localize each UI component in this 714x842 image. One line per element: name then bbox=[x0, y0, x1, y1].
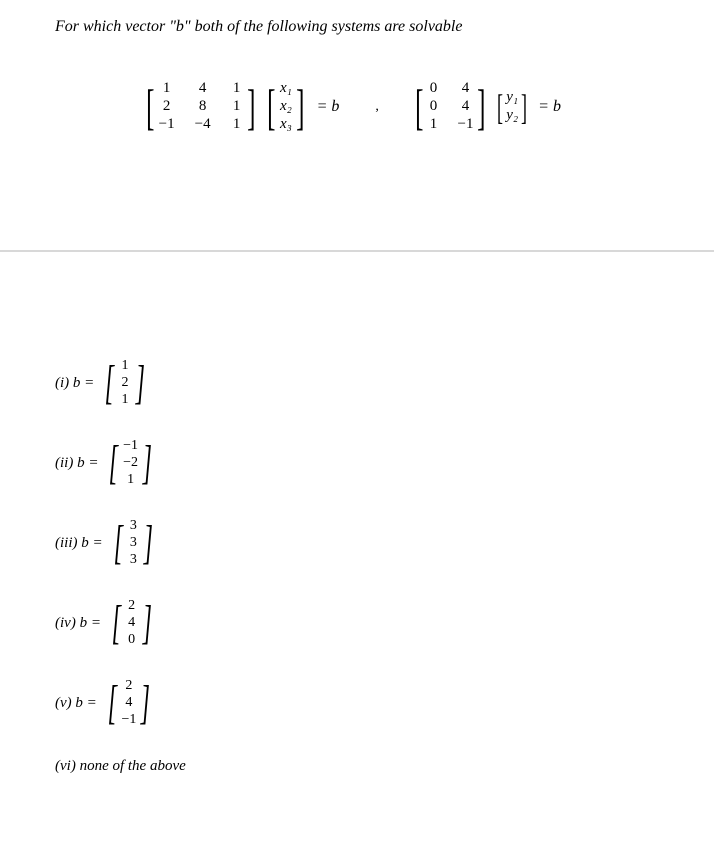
cell: −4 bbox=[195, 116, 211, 133]
vector-y: [ y₁ y₂ ] bbox=[494, 89, 530, 125]
equals-b1: = b bbox=[317, 98, 340, 116]
option-i: (i) b = [ 1 2 1 ] bbox=[55, 358, 186, 408]
option-label: (iii) b = bbox=[55, 535, 103, 552]
option-label: (v) b = bbox=[55, 695, 97, 712]
cell: y₁ bbox=[506, 89, 518, 106]
option-vector: [ −1 −2 1 ] bbox=[104, 438, 156, 488]
cell: 3 bbox=[127, 552, 139, 568]
cell: 1 bbox=[428, 116, 440, 133]
option-vector: [ 1 2 1 ] bbox=[100, 358, 149, 408]
option-label: (i) b = bbox=[55, 375, 94, 392]
options-list: (i) b = [ 1 2 1 ] (ii) b = [ −1 −2 1 ] (… bbox=[55, 358, 186, 775]
cell: −1 bbox=[121, 712, 136, 728]
option-v: (v) b = [ 2 4 −1 ] bbox=[55, 678, 186, 728]
bracket-icon: [ bbox=[105, 361, 114, 405]
cell: 4 bbox=[458, 80, 474, 97]
option-iii: (iii) b = [ 3 3 3 ] bbox=[55, 518, 186, 568]
cell: 1 bbox=[231, 116, 243, 133]
cell: −1 bbox=[159, 116, 175, 133]
option-ii: (ii) b = [ −1 −2 1 ] bbox=[55, 438, 186, 488]
cell: 4 bbox=[195, 80, 211, 97]
cell: 2 bbox=[159, 98, 175, 115]
cell: 1 bbox=[231, 80, 243, 97]
cell: 0 bbox=[428, 98, 440, 115]
divider bbox=[0, 250, 714, 252]
bracket-icon: ] bbox=[141, 681, 150, 725]
cell: 4 bbox=[121, 695, 136, 711]
option-label: (ii) b = bbox=[55, 455, 98, 472]
cell: 4 bbox=[126, 615, 138, 631]
bracket-icon: ] bbox=[247, 82, 255, 132]
question-text: For which vector "b" both of the followi… bbox=[55, 18, 462, 36]
cell: 2 bbox=[119, 375, 131, 391]
vector-x-body: x₁ x₂ x₃ bbox=[280, 80, 292, 133]
equals-b2: = b bbox=[538, 98, 561, 116]
bracket-icon: ] bbox=[521, 89, 527, 125]
cell: 3 bbox=[127, 535, 139, 551]
bracket-icon: ] bbox=[143, 441, 152, 485]
cell: 1 bbox=[119, 392, 131, 408]
cell: 3 bbox=[127, 518, 139, 534]
option-vector: [ 3 3 3 ] bbox=[109, 518, 158, 568]
matrix-a2-body: 0 4 0 4 1 −1 bbox=[428, 80, 474, 133]
cell: 8 bbox=[195, 98, 211, 115]
option-vi: (vi) none of the above bbox=[55, 758, 186, 775]
cell: 2 bbox=[121, 678, 136, 694]
separator: , bbox=[375, 99, 379, 115]
bracket-icon: [ bbox=[415, 82, 423, 132]
bracket-icon: [ bbox=[113, 521, 122, 565]
cell: x₃ bbox=[280, 116, 292, 133]
option-label: (iv) b = bbox=[55, 615, 101, 632]
bracket-icon: [ bbox=[497, 89, 503, 125]
cell: 1 bbox=[159, 80, 175, 97]
option-iv: (iv) b = [ 2 4 0 ] bbox=[55, 598, 186, 648]
bracket-icon: [ bbox=[107, 681, 116, 725]
bracket-icon: ] bbox=[136, 361, 145, 405]
cell: 1 bbox=[119, 358, 131, 374]
option-vector: [ 2 4 −1 ] bbox=[103, 678, 155, 728]
matrix-a2: [ 0 4 0 4 1 −1 ] bbox=[411, 80, 490, 133]
cell: 1 bbox=[231, 98, 243, 115]
cell: 1 bbox=[123, 472, 138, 488]
bracket-icon: [ bbox=[109, 441, 118, 485]
option-vector: [ 2 4 0 ] bbox=[107, 598, 156, 648]
bracket-icon: [ bbox=[146, 82, 154, 132]
bracket-icon: [ bbox=[112, 601, 121, 645]
vector-x: [ x₁ x₂ x₃ ] bbox=[263, 80, 308, 133]
bracket-icon: ] bbox=[144, 521, 153, 565]
cell: x₂ bbox=[280, 98, 292, 115]
bracket-icon: ] bbox=[142, 601, 151, 645]
cell: −2 bbox=[123, 455, 138, 471]
systems-row: [ 1 4 1 2 8 1 −1 −4 1 ] [ x₁ x₂ x₃ ] = b… bbox=[140, 80, 567, 133]
cell: 4 bbox=[458, 98, 474, 115]
matrix-a1-body: 1 4 1 2 8 1 −1 −4 1 bbox=[159, 80, 243, 133]
cell: x₁ bbox=[280, 80, 292, 97]
bracket-icon: ] bbox=[478, 82, 486, 132]
cell: 0 bbox=[126, 632, 138, 648]
cell: −1 bbox=[123, 438, 138, 454]
cell: 0 bbox=[428, 80, 440, 97]
matrix-a1: [ 1 4 1 2 8 1 −1 −4 1 ] bbox=[142, 80, 259, 133]
bracket-icon: [ bbox=[267, 82, 275, 132]
cell: y₂ bbox=[506, 107, 518, 124]
cell: −1 bbox=[458, 116, 474, 133]
cell: 2 bbox=[126, 598, 138, 614]
vector-y-body: y₁ y₂ bbox=[506, 89, 518, 124]
bracket-icon: ] bbox=[296, 82, 304, 132]
